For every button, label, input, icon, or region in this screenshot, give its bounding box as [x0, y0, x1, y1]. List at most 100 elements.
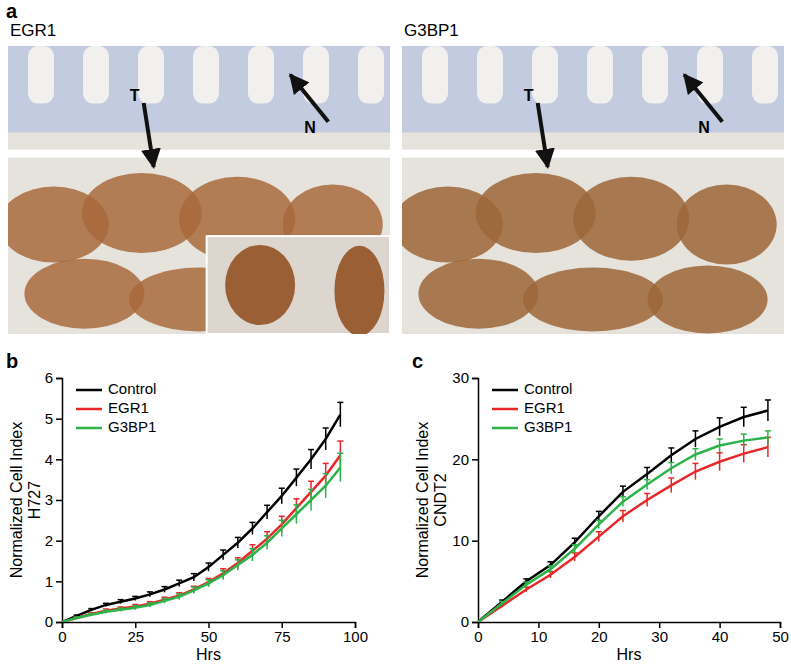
x-tick: 0 — [474, 622, 482, 645]
error-bar-stem — [325, 474, 327, 498]
error-bar-stem — [719, 418, 721, 436]
error-bar-stem — [340, 402, 342, 426]
error-bar-stem — [719, 453, 721, 471]
image-label: N — [304, 119, 316, 136]
x-tick: 100 — [343, 622, 368, 645]
crypt — [138, 46, 164, 104]
error-bar-cap — [62, 621, 65, 622]
error-bar-stem — [266, 536, 268, 550]
x-tick: 50 — [201, 622, 218, 645]
series — [478, 431, 771, 622]
error-bar — [596, 532, 602, 542]
legend-label: EGR1 — [108, 399, 149, 416]
error-bar-cap — [235, 557, 241, 559]
error-bar-cap — [692, 463, 698, 465]
error-bar — [547, 572, 553, 579]
error-bar-stem — [767, 431, 769, 444]
x-axis: 0255075100 — [58, 622, 368, 645]
crypt — [477, 46, 503, 104]
error-bar — [741, 434, 747, 447]
error-bar — [765, 431, 771, 444]
error-bar-stem — [222, 550, 224, 560]
legend-swatch — [492, 408, 518, 411]
legend-swatch — [492, 427, 518, 430]
y-tick: 4 — [45, 451, 62, 468]
error-bar — [717, 453, 723, 471]
x-axis-label: Hrs — [196, 646, 221, 663]
error-bar-stem — [178, 594, 180, 600]
error-bar-cap — [765, 399, 771, 401]
error-bar-cap — [249, 544, 255, 546]
legend: ControlEGR1G3BP1 — [76, 380, 156, 435]
image-label: T — [130, 87, 140, 104]
x-tick-label: 40 — [712, 628, 729, 645]
error-bar-cap — [162, 586, 168, 588]
error-bar-cap — [323, 463, 329, 465]
series-line — [478, 447, 768, 622]
histology-image — [393, 46, 784, 334]
x-tick: 25 — [127, 622, 144, 645]
y-tick: 6 — [45, 369, 62, 386]
error-bar-cap — [147, 601, 153, 603]
y-tick-label: 0 — [461, 613, 469, 630]
normal-tissue — [8, 46, 390, 132]
error-bar — [62, 622, 65, 623]
error-bar — [191, 587, 197, 594]
y-tick: 0 — [45, 613, 62, 630]
crypt — [193, 46, 219, 104]
x-axis: 01020304050 — [474, 622, 789, 645]
y-tick: 3 — [45, 491, 62, 508]
error-bar-cap — [620, 496, 626, 498]
error-bar-cap — [692, 448, 698, 450]
error-bar — [279, 488, 285, 503]
error-bar-stem — [252, 522, 254, 534]
error-bar — [132, 606, 138, 610]
y-axis: 0102030 — [452, 369, 478, 630]
x-tick-label: 25 — [127, 628, 144, 645]
y-axis-line — [56, 379, 63, 623]
crypt — [248, 46, 274, 104]
error-bar-cap — [499, 601, 505, 603]
series — [62, 402, 343, 622]
error-bar-stem — [622, 497, 624, 507]
series-line — [478, 411, 768, 622]
crypt — [422, 46, 448, 104]
crypt — [642, 46, 668, 104]
tumor-nest — [573, 177, 689, 261]
error-bar-stem — [550, 572, 552, 579]
error-bar — [596, 511, 602, 521]
error-bar-cap — [62, 621, 65, 622]
error-bar — [162, 598, 168, 603]
inset-nest — [334, 246, 384, 334]
error-bar — [499, 602, 505, 605]
error-bar-stem — [252, 549, 254, 561]
error-bar — [620, 497, 626, 507]
legend-label: Control — [108, 380, 156, 397]
crypt — [83, 46, 109, 104]
error-bar-cap — [644, 479, 650, 481]
error-bar-cap — [547, 565, 553, 567]
x-tick: 0 — [58, 622, 66, 645]
legend-swatch — [76, 389, 102, 392]
series — [478, 437, 771, 622]
x-tick: 30 — [651, 622, 668, 645]
error-bar-cap — [596, 511, 602, 513]
error-bar — [765, 400, 771, 421]
error-bar — [572, 538, 578, 546]
y-tick-label: 5 — [45, 410, 53, 427]
error-bar — [337, 402, 343, 426]
error-bar — [264, 536, 270, 550]
error-bar — [176, 580, 182, 587]
error-bar — [596, 520, 602, 528]
error-bar — [337, 453, 343, 481]
error-bar — [308, 450, 314, 470]
series-line — [62, 415, 340, 622]
y-tick-mark — [56, 500, 62, 502]
error-bar-stem — [325, 428, 327, 450]
error-bar-cap — [191, 573, 197, 575]
error-bar — [668, 463, 674, 474]
y-tick: 1 — [45, 573, 62, 590]
error-bar-stem — [193, 587, 195, 594]
error-bar-cap — [293, 468, 299, 470]
error-bar-cap — [147, 591, 153, 593]
